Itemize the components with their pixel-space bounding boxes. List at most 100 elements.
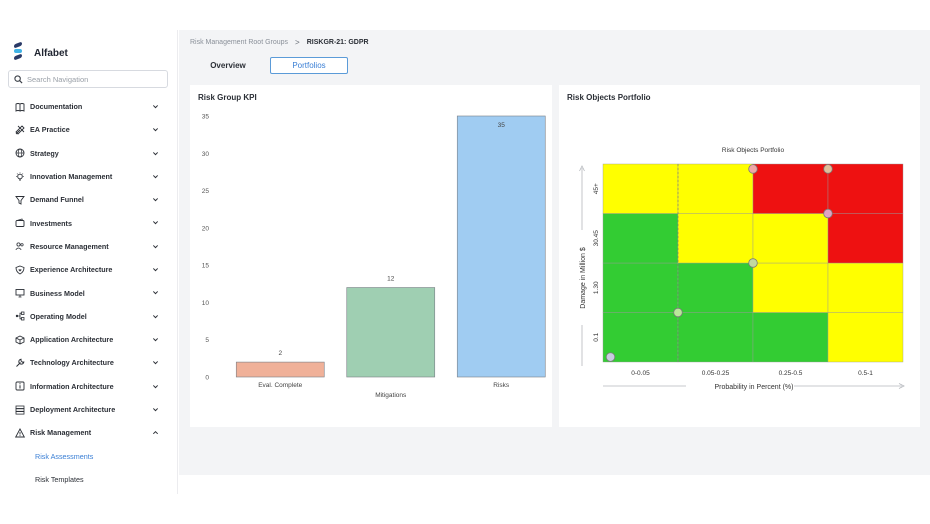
risk-point[interactable] xyxy=(823,208,833,219)
presentation-icon xyxy=(15,289,25,298)
heart-shield-icon xyxy=(15,265,25,275)
sidebar-item-information-architecture[interactable]: Information Architecture xyxy=(0,375,178,398)
heatmap-cell-yellow xyxy=(752,262,829,313)
sidebar-item-operating-model[interactable]: Operating Model xyxy=(0,305,178,328)
chevron-down-icon[interactable] xyxy=(152,406,159,413)
x-axis-arrowhead xyxy=(898,383,905,389)
sidebar-item-label: Resource Management xyxy=(30,241,109,251)
sidebar-item-label: Experience Architecture xyxy=(30,265,113,275)
sidebar-item-demand-funnel[interactable]: Demand Funnel xyxy=(0,188,178,211)
bar-risks xyxy=(456,115,546,378)
sidebar-item-label: EA Practice xyxy=(30,125,70,135)
sidebar-item-label: Application Architecture xyxy=(30,335,114,345)
bar-mitigations xyxy=(346,287,436,378)
brand-name: Alfabet xyxy=(34,47,68,59)
portfolio-card-title: Risk Objects Portfolio xyxy=(567,93,651,102)
breadcrumb-root-link[interactable]: Risk Management Root Groups xyxy=(190,39,289,46)
risk-point[interactable] xyxy=(748,258,758,268)
heatmap-cell-green xyxy=(602,213,679,264)
x-tick-label: 0.5-1 xyxy=(858,370,873,377)
sidebar-item-label: Demand Funnel xyxy=(30,195,84,205)
sidebar-subitem-risk-templates[interactable]: Risk Templates xyxy=(35,474,84,484)
sidebar-item-technology-architecture[interactable]: Technology Architecture xyxy=(0,351,178,374)
sidebar-item-risk-management[interactable]: Risk Management xyxy=(0,421,178,444)
x-tick-label: 0-0.05 xyxy=(631,370,650,377)
heatmap-cell-red xyxy=(827,213,904,264)
heatmap-cell-green xyxy=(752,312,829,363)
x-tick-label: 0.25-0.5 xyxy=(779,370,803,377)
wallet-icon xyxy=(15,218,25,228)
y-axis-arrowhead xyxy=(579,165,585,172)
bar-eval-complete xyxy=(235,361,325,378)
y-tick-label: 30 xyxy=(202,151,210,158)
y-tick-label: 30.45 xyxy=(593,230,600,247)
sidebar-item-application-architecture[interactable]: Application Architecture xyxy=(0,328,178,351)
sidebar-item-documentation[interactable]: Documentation xyxy=(0,95,178,118)
sidebar-subitem-risk-assessments[interactable]: Risk Assessments xyxy=(35,451,94,461)
heatmap-cell-yellow xyxy=(827,312,904,363)
heatmap-title: Risk Objects Portfolio xyxy=(722,147,785,154)
risk-point[interactable] xyxy=(605,352,616,362)
sidebar-item-experience-architecture[interactable]: Experience Architecture xyxy=(0,258,178,281)
sidebar-item-label: Innovation Management xyxy=(30,172,113,182)
y-tick-label: 20 xyxy=(202,225,210,232)
heatmap-cell-red xyxy=(752,163,829,214)
tools-icon xyxy=(15,125,25,135)
chevron-down-icon[interactable] xyxy=(152,313,159,320)
main-content: Risk Management Root Groups > RISKGR-21:… xyxy=(179,30,930,475)
chevron-down-icon[interactable] xyxy=(152,173,159,180)
heatmap-cell-yellow xyxy=(752,213,829,264)
risk-group-kpi-card: Risk Group KPI 0 5 10 15 20 25 30 35 2 Eval. Comp… xyxy=(190,85,552,427)
risk-objects-portfolio-card: Risk Objects Portfolio Risk Objects Port… xyxy=(559,85,920,427)
heatmap-cell-yellow xyxy=(677,163,754,214)
sidebar-item-label: Business Model xyxy=(30,288,85,298)
heatmap-cell-green xyxy=(677,312,754,363)
risk-point[interactable] xyxy=(823,164,833,174)
flow-icon xyxy=(15,311,25,321)
chevron-down-icon[interactable] xyxy=(152,219,159,226)
sidebar-item-label: Risk Management xyxy=(30,428,92,438)
chevron-down-icon[interactable] xyxy=(152,103,159,110)
heatmap-cell-yellow xyxy=(827,262,904,313)
heatmap-cell-yellow xyxy=(677,213,754,264)
heatmap-cell-green xyxy=(602,262,679,313)
x-tick-label: Eval. Complete xyxy=(258,382,302,389)
search-input[interactable] xyxy=(27,74,162,84)
chevron-down-icon[interactable] xyxy=(152,266,159,273)
chevron-down-icon[interactable] xyxy=(152,196,159,203)
sidebar-item-label: Strategy xyxy=(30,148,59,158)
sidebar-item-innovation-management[interactable]: Innovation Management xyxy=(0,165,178,188)
y-tick-label: 0 xyxy=(205,375,209,382)
sidebar-item-investments[interactable]: Investments xyxy=(0,211,178,234)
sidebar-item-ea-practice[interactable]: EA Practice xyxy=(0,118,178,141)
portfolio-heatmap-chart: Risk Objects Portfolio 0-0.05 0.05-0.25 0.2… xyxy=(579,147,905,391)
tab-portfolios[interactable]: Portfolios xyxy=(270,57,348,74)
globe-icon xyxy=(15,148,25,158)
chevron-down-icon[interactable] xyxy=(152,359,159,366)
sidebar-item-business-model[interactable]: Business Model xyxy=(0,281,178,304)
funnel-icon xyxy=(15,195,25,205)
brand[interactable]: Alfabet xyxy=(12,41,68,64)
kpi-card-title: Risk Group KPI xyxy=(198,93,257,102)
nav-menu: Documentation EA Practice Strategy Innovati… xyxy=(0,95,178,491)
kpi-bar-chart: 0 5 10 15 20 25 30 35 2 Eval. Complete 12 Mitigatio… xyxy=(202,114,546,399)
risk-point[interactable] xyxy=(673,307,683,318)
sidebar-item-label: Investments xyxy=(30,218,72,228)
tab-overview[interactable]: Overview xyxy=(210,61,246,70)
chevron-down-icon[interactable] xyxy=(152,243,159,250)
chevron-down-icon[interactable] xyxy=(152,126,159,133)
sidebar-item-resource-management[interactable]: Resource Management xyxy=(0,235,178,258)
x-axis-label: Probability in Percent (%) xyxy=(715,384,794,391)
sidebar-item-deployment-architecture[interactable]: Deployment Architecture xyxy=(0,398,178,421)
sidebar-item-strategy[interactable]: Strategy xyxy=(0,142,178,165)
chevron-down-icon[interactable] xyxy=(152,150,159,157)
chevron-down-icon[interactable] xyxy=(152,289,159,296)
chevron-down-icon[interactable] xyxy=(152,336,159,343)
server-icon xyxy=(15,405,25,414)
search-box[interactable] xyxy=(8,70,168,88)
y-tick-label: 10 xyxy=(202,300,210,307)
heatmap-cell-green xyxy=(677,262,754,313)
chevron-down-icon[interactable] xyxy=(152,383,159,390)
risk-point[interactable] xyxy=(748,164,758,174)
chevron-up-icon[interactable] xyxy=(152,429,159,436)
